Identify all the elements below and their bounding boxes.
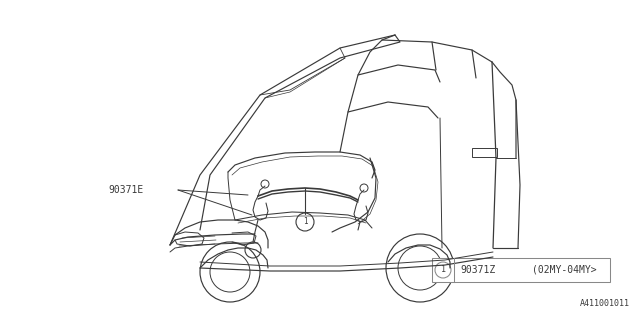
Bar <box>432 258 610 282</box>
Text: 90371E: 90371E <box>108 185 143 195</box>
Bar <box>472 148 497 157</box>
Text: (02MY-04MY>: (02MY-04MY> <box>532 265 596 275</box>
Text: 1: 1 <box>440 266 445 275</box>
Text: 90371Z: 90371Z <box>460 265 495 275</box>
Text: A411001011: A411001011 <box>580 299 630 308</box>
Text: 1: 1 <box>303 218 307 227</box>
